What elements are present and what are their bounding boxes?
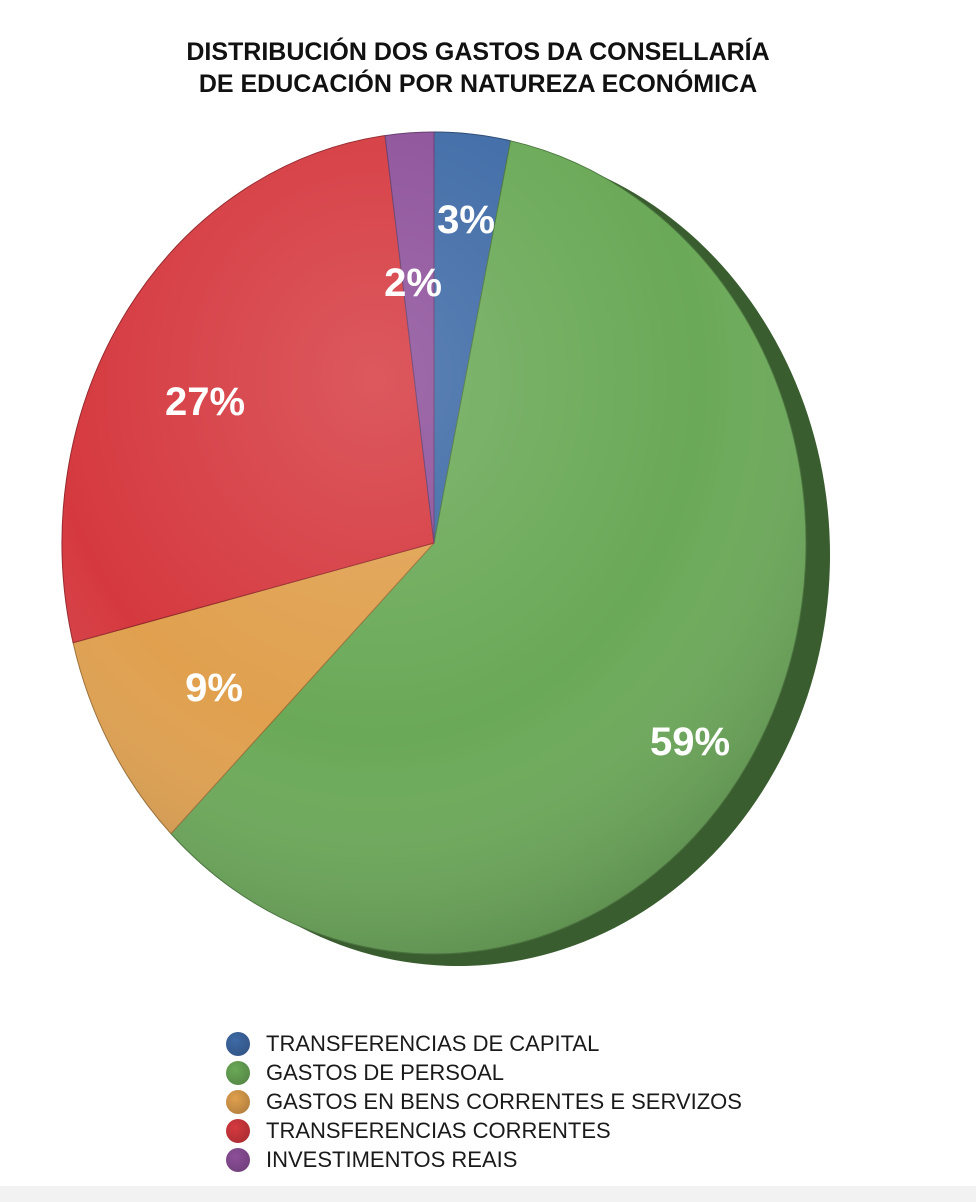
legend-item-4: INVESTIMENTOS REAIS <box>226 1145 886 1174</box>
pie-slice-label-2: 9% <box>185 666 243 710</box>
pie-slice-label-0: 3% <box>437 198 495 242</box>
legend-item-2: GASTOS EN BENS CORRENTES E SERVIZOS <box>226 1087 886 1116</box>
legend-swatch-1 <box>226 1060 250 1085</box>
legend-item-1: GASTOS DE PERSOAL <box>226 1058 886 1087</box>
legend-item-0: TRANSFERENCIAS DE CAPITAL <box>226 1029 886 1058</box>
legend-swatch-0 <box>226 1031 250 1056</box>
legend-swatch-2 <box>226 1089 250 1114</box>
footer-bar <box>0 1186 976 1202</box>
pie-slice-label-4: 2% <box>384 261 442 305</box>
legend-label-0: TRANSFERENCIAS DE CAPITAL <box>266 1030 600 1056</box>
pie-slice-label-1: 59% <box>650 720 730 764</box>
pie-slices-group <box>61 131 807 955</box>
chart-title-line-2: DE EDUCACIÓN POR NATUREZA ECONÓMICA <box>198 70 758 98</box>
legend-swatch-4 <box>226 1147 250 1172</box>
legend-item-3: TRANSFERENCIAS CORRENTES <box>226 1116 886 1145</box>
pie-labels-group: 3% 59% 9% 27% 2% <box>165 198 730 764</box>
legend-label-2: GASTOS EN BENS CORRENTES E SERVIZOS <box>266 1088 742 1114</box>
legend-swatch-3 <box>226 1118 250 1143</box>
legend-label-1: GASTOS DE PERSOAL <box>266 1059 505 1085</box>
chart-legend: TRANSFERENCIAS DE CAPITAL GASTOS DE PERSO… <box>226 1029 886 1174</box>
pie-slice-label-3: 27% <box>165 380 245 424</box>
legend-label-4: INVESTIMENTOS REAIS <box>266 1146 518 1172</box>
pie-chart: 3% 59% 9% 27% 2% <box>61 131 831 966</box>
chart-title: DISTRIBUCIÓN DOS GASTOS DA CONSELLARÍA D… <box>0 36 956 100</box>
legend-label-3: TRANSFERENCIAS CORRENTES <box>266 1117 611 1143</box>
chart-title-line-1: DISTRIBUCIÓN DOS GASTOS DA CONSELLARÍA <box>186 38 770 66</box>
